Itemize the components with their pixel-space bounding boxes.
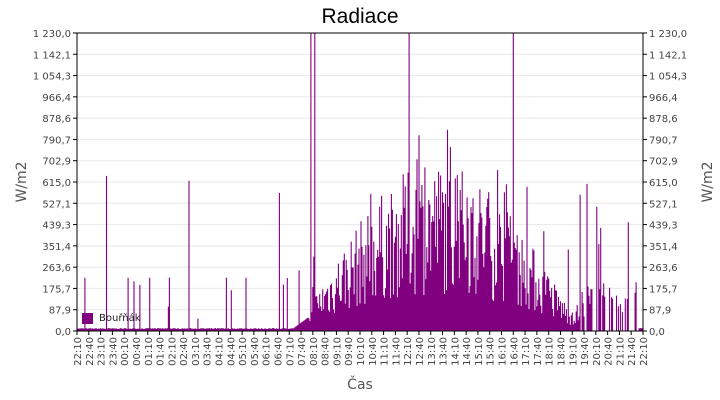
x-tick: 10:10 — [356, 337, 367, 366]
y-tick-right: 439,3 — [649, 221, 678, 232]
y-tick-left: 1 142,1 — [33, 50, 71, 61]
legend: Bouřňák — [82, 313, 141, 324]
x-tick: 09:10 — [332, 337, 343, 366]
x-tick: 04:40 — [226, 337, 237, 366]
x-tick: 00:40 — [132, 337, 143, 366]
x-tick: 15:40 — [486, 337, 497, 366]
y-tick-left: 87,9 — [49, 306, 71, 317]
y-tick-right: 175,7 — [649, 284, 678, 295]
x-tick: 08:40 — [321, 337, 332, 366]
x-tick: 19:40 — [580, 337, 591, 366]
x-tick: 21:10 — [615, 337, 626, 366]
x-tick: 13:40 — [439, 337, 450, 366]
y-tick-left: 966,4 — [42, 93, 71, 104]
y-tick-right: 790,7 — [649, 135, 678, 146]
x-tick: 05:40 — [250, 337, 261, 366]
y-axis-label-left: W/m2 — [14, 161, 30, 202]
x-tick: 19:10 — [568, 337, 579, 366]
y-axis-label-right: W/m2 — [700, 161, 716, 202]
x-tick: 06:10 — [262, 337, 273, 366]
x-tick: 16:10 — [498, 337, 509, 366]
x-tick: 15:10 — [474, 337, 485, 366]
y-tick-right: 0,0 — [649, 327, 665, 338]
x-tick: 01:40 — [156, 337, 167, 366]
y-tick-left: 878,6 — [42, 114, 71, 125]
x-tick: 12:40 — [415, 337, 426, 366]
y-tick-right: 702,9 — [649, 157, 678, 168]
y-tick-right: 1 230,0 — [649, 29, 687, 40]
y-tick-left: 439,3 — [42, 221, 71, 232]
x-tick: 07:10 — [285, 337, 296, 366]
x-tick: 22:10 — [73, 337, 84, 366]
y-tick-left: 175,7 — [42, 284, 71, 295]
x-tick: 04:10 — [215, 337, 226, 366]
x-tick: 11:40 — [391, 337, 402, 366]
y-tick-right: 966,4 — [649, 93, 678, 104]
x-tick: 23:10 — [97, 337, 108, 366]
y-tick-right: 878,6 — [649, 114, 678, 125]
x-tick: 02:40 — [179, 337, 190, 366]
x-tick: 23:40 — [108, 337, 119, 366]
x-tick: 03:10 — [191, 337, 202, 366]
x-tick: 17:10 — [521, 337, 532, 366]
y-tick-right: 1 142,1 — [649, 50, 687, 61]
x-tick: 09:40 — [344, 337, 355, 366]
y-tick-right: 351,4 — [649, 242, 678, 253]
x-tick: 10:40 — [368, 337, 379, 366]
x-tick: 17:40 — [533, 337, 544, 366]
x-tick: 22:10 — [639, 337, 650, 366]
x-tick: 01:10 — [144, 337, 155, 366]
x-tick: 07:40 — [297, 337, 308, 366]
y-tick-right: 263,6 — [649, 263, 678, 274]
x-tick: 08:10 — [309, 337, 320, 366]
y-tick-right: 615,0 — [649, 178, 678, 189]
x-tick: 14:40 — [462, 337, 473, 366]
x-tick: 13:10 — [427, 337, 438, 366]
y-tick-left: 615,0 — [42, 178, 71, 189]
x-tick: 06:40 — [273, 337, 284, 366]
y-tick-right: 1 054,3 — [649, 72, 687, 83]
x-tick: 18:10 — [545, 337, 556, 366]
x-tick: 00:10 — [120, 337, 131, 366]
x-tick: 16:40 — [509, 337, 520, 366]
x-tick: 02:10 — [167, 337, 178, 366]
x-tick: 20:10 — [592, 337, 603, 366]
x-tick: 18:40 — [556, 337, 567, 366]
y-tick-left: 263,6 — [42, 263, 71, 274]
x-tick: 11:10 — [380, 337, 391, 366]
y-tick-left: 351,4 — [42, 242, 71, 253]
x-tick: 12:10 — [403, 337, 414, 366]
x-axis-label: Čas — [347, 375, 373, 393]
chart-title: Radiace — [321, 5, 399, 28]
y-tick-left: 702,9 — [42, 157, 71, 168]
y-tick-right: 527,1 — [649, 199, 678, 210]
y-tick-left: 527,1 — [42, 199, 71, 210]
y-tick-left: 0,0 — [55, 327, 71, 338]
y-tick-left: 1 230,0 — [33, 29, 71, 40]
y-tick-right: 87,9 — [649, 306, 671, 317]
y-tick-left: 790,7 — [42, 135, 71, 146]
x-tick: 21:40 — [627, 337, 638, 366]
x-tick: 05:10 — [238, 337, 249, 366]
x-tick: 22:40 — [85, 337, 96, 366]
x-tick: 14:10 — [450, 337, 461, 366]
y-tick-left: 1 054,3 — [33, 72, 71, 83]
x-tick: 03:40 — [203, 337, 214, 366]
legend-swatch — [82, 313, 93, 324]
legend-label: Bouřňák — [99, 313, 141, 324]
x-tick: 20:40 — [604, 337, 615, 366]
